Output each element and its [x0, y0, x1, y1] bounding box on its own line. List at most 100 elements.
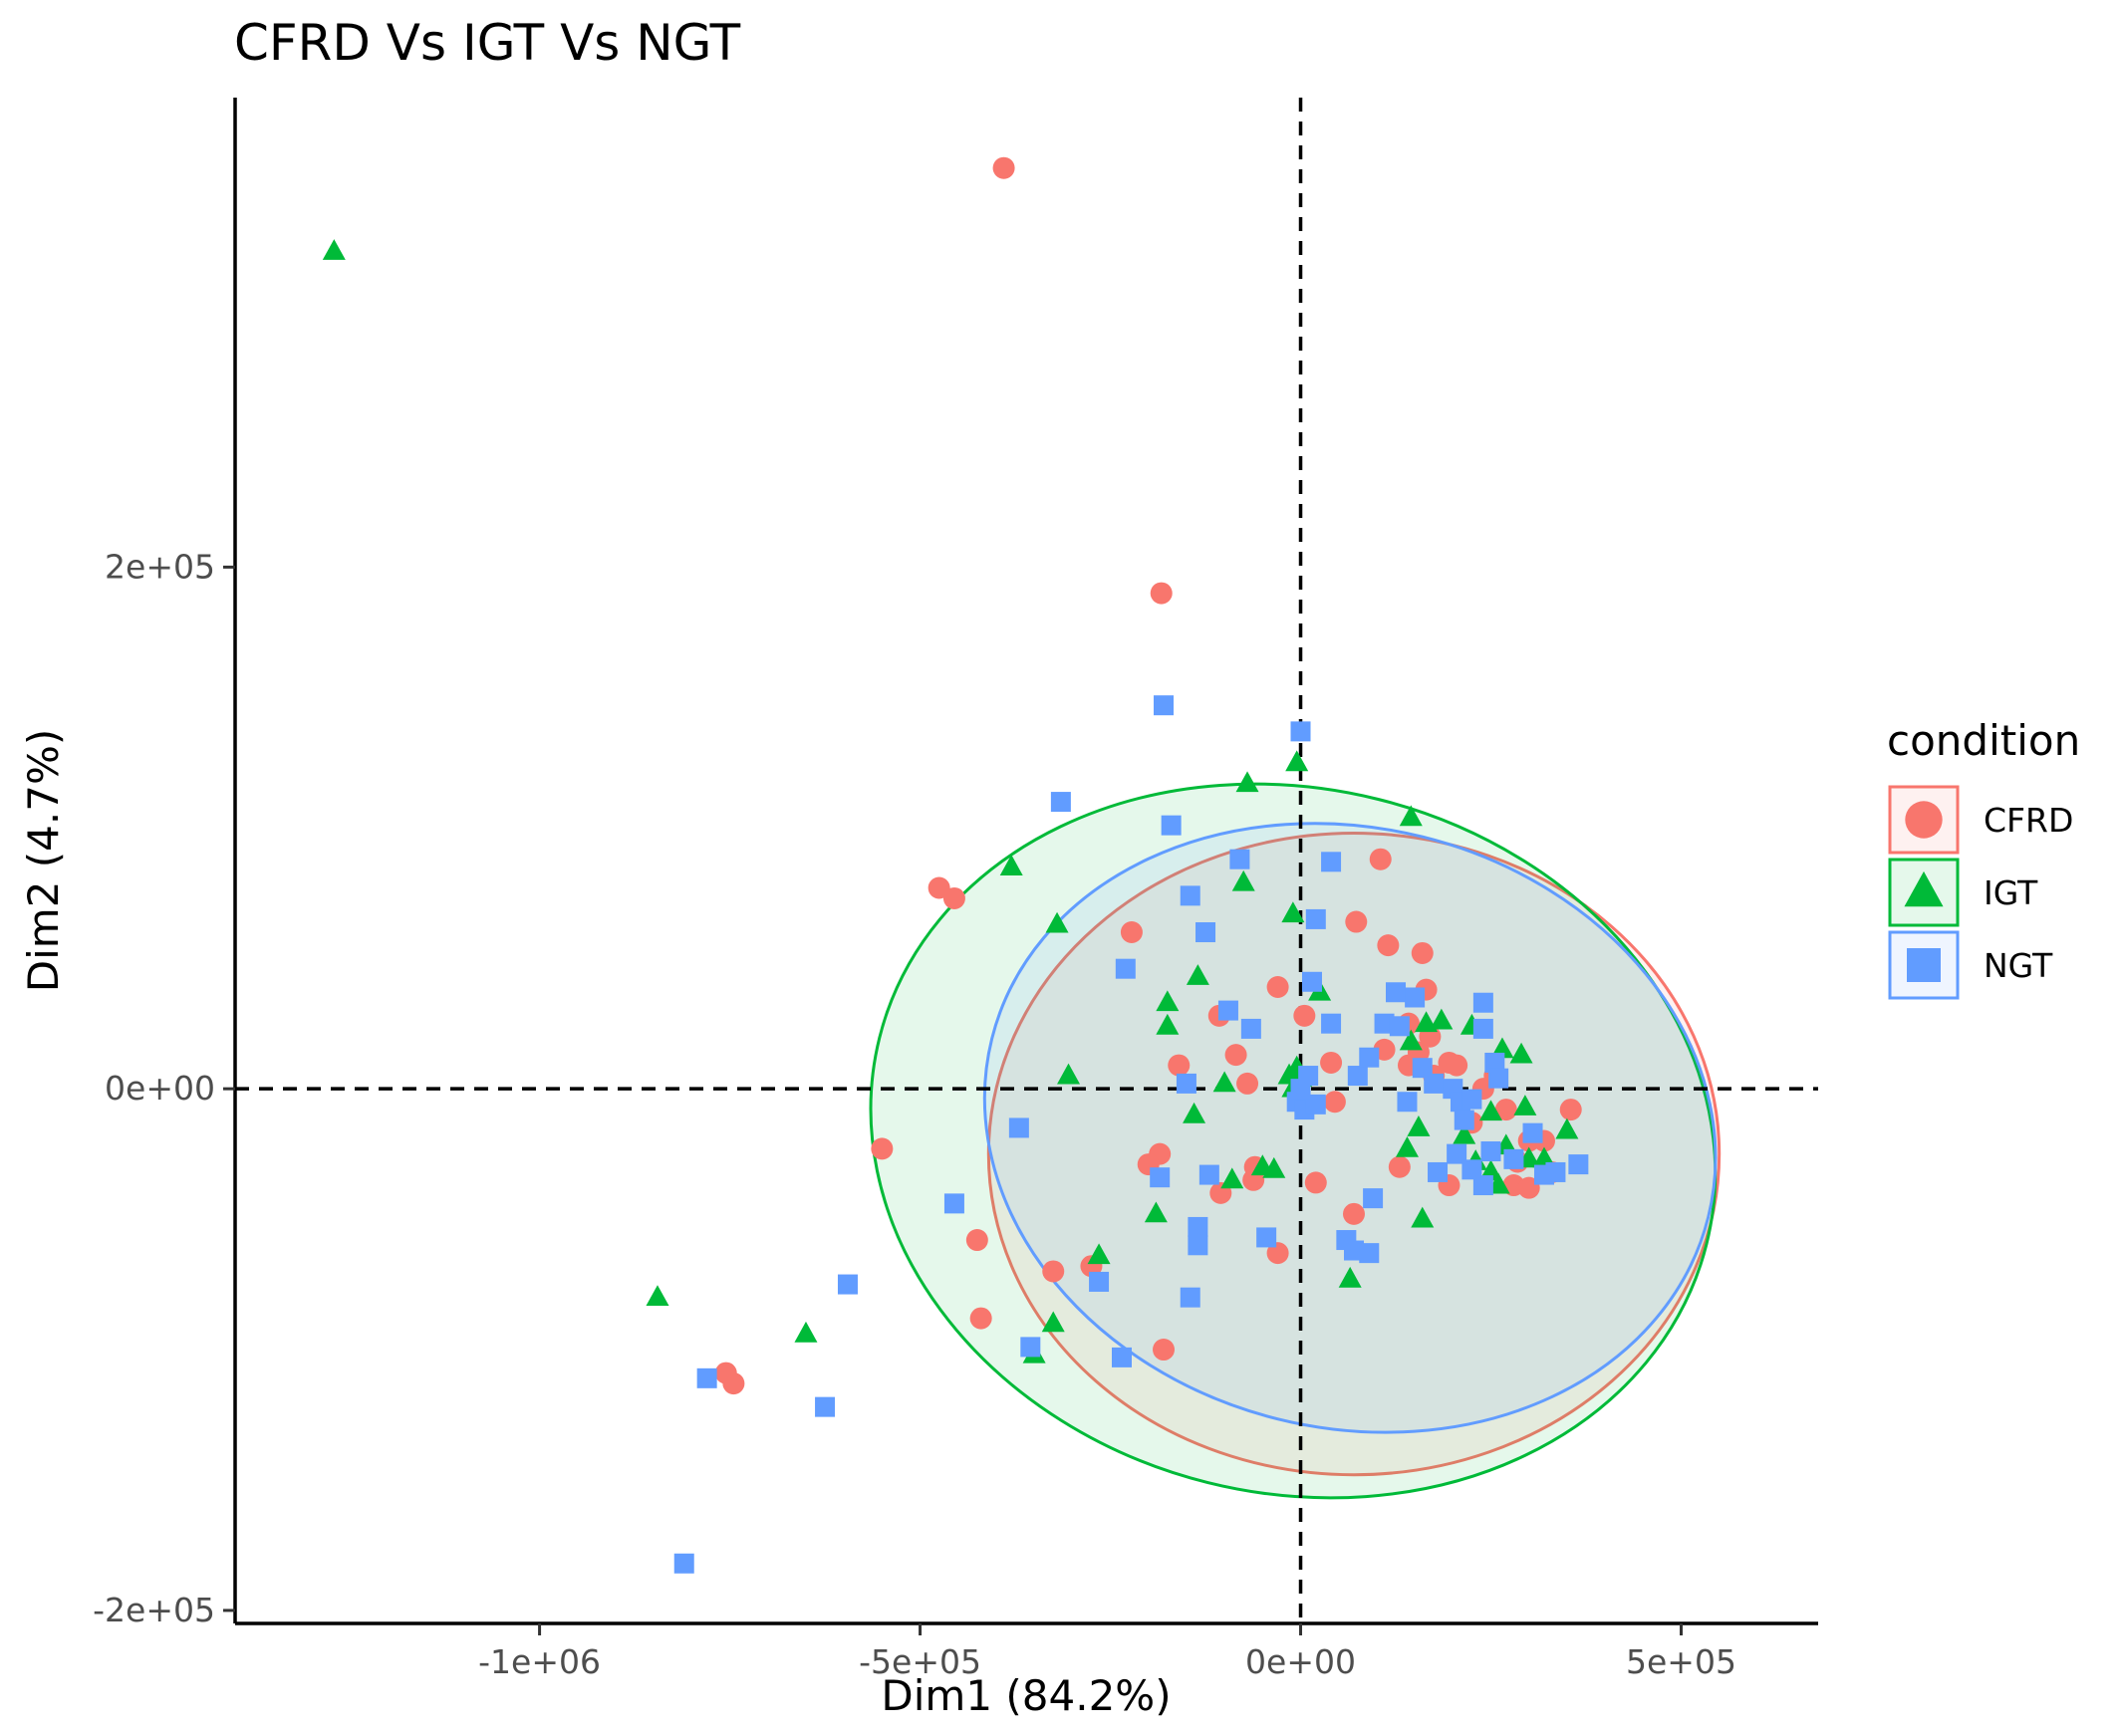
point-ngt — [1089, 1271, 1110, 1292]
point-ngt — [1217, 1000, 1238, 1021]
x-tick-label: 5e+05 — [1626, 1642, 1736, 1681]
point-igt — [1453, 1122, 1476, 1144]
point-ngt — [1461, 1159, 1482, 1180]
point-ngt — [1150, 1167, 1171, 1188]
point-ngt — [1188, 1235, 1208, 1256]
point-ngt — [1484, 1052, 1505, 1073]
y-tick-label: -2e+05 — [93, 1591, 215, 1629]
point-ngt — [1347, 1066, 1368, 1087]
point-igt — [999, 855, 1023, 875]
point-ngt — [1480, 1140, 1501, 1161]
point-igt — [1479, 1100, 1503, 1121]
point-cfrd — [1224, 1044, 1247, 1067]
point-igt — [1407, 1116, 1431, 1136]
point-ngt — [1386, 982, 1407, 1003]
point-ngt — [1161, 815, 1182, 836]
ellipse-ngt — [982, 822, 1718, 1434]
point-cfrd — [1150, 582, 1173, 605]
point-ngt — [1359, 1243, 1380, 1264]
x-axis-label: Dim1 (84.2%) — [881, 1671, 1171, 1720]
x-tick-label: -5e+05 — [859, 1642, 981, 1681]
point-ngt — [1472, 1018, 1493, 1039]
point-cfrd — [992, 156, 1015, 179]
data-points — [322, 156, 1589, 1574]
point-ngt — [1321, 852, 1342, 872]
point-igt — [1156, 1013, 1180, 1035]
legend-label-igt: IGT — [1984, 873, 2038, 912]
point-igt — [1395, 1135, 1419, 1157]
legend-symbol-igt — [1904, 870, 1944, 907]
point-cfrd — [1494, 1099, 1517, 1121]
point-igt — [1183, 1102, 1206, 1123]
point-ngt — [1195, 922, 1216, 943]
point-cfrd — [1323, 1091, 1346, 1114]
point-ngt — [1545, 1161, 1566, 1182]
legend-items: CFRD IGT NGT — [1888, 785, 2073, 1000]
point-igt — [1513, 1095, 1537, 1116]
point-cfrd — [1377, 934, 1400, 957]
point-ngt — [673, 1553, 694, 1574]
point-ngt — [1389, 1016, 1410, 1037]
point-igt — [1509, 1042, 1533, 1064]
point-igt — [1338, 1266, 1362, 1288]
point-igt — [646, 1285, 669, 1307]
point-igt — [1144, 1201, 1168, 1223]
point-ngt — [1503, 1148, 1524, 1169]
point-igt — [1399, 1029, 1423, 1051]
point-cfrd — [871, 1137, 894, 1160]
point-ngt — [1115, 958, 1136, 979]
point-cfrd — [1168, 1054, 1191, 1077]
point-cfrd — [1236, 1072, 1259, 1095]
point-igt — [1041, 1311, 1065, 1333]
point-igt — [1186, 964, 1209, 985]
legend-symbol-cfrd — [1905, 801, 1943, 839]
point-ngt — [815, 1396, 836, 1417]
point-cfrd — [1320, 1051, 1343, 1074]
point-ngt — [1198, 1164, 1219, 1185]
point-ngt — [1412, 1058, 1433, 1079]
point-cfrd — [1153, 1339, 1176, 1362]
point-ngt — [1050, 792, 1071, 813]
y-tick-label: 0e+00 — [105, 1069, 215, 1108]
point-ngt — [1522, 1122, 1543, 1143]
point-ngt — [1180, 1287, 1200, 1308]
point-igt — [1281, 901, 1305, 923]
point-ngt — [1020, 1337, 1041, 1358]
point-ngt — [1240, 1018, 1261, 1039]
point-igt — [1231, 869, 1255, 891]
point-cfrd — [1120, 921, 1143, 944]
point-cfrd — [1304, 1171, 1327, 1194]
point-igt — [1156, 990, 1180, 1012]
point-cfrd — [1293, 1004, 1316, 1027]
legend-title: condition — [1887, 716, 2080, 765]
point-ngt — [837, 1274, 858, 1295]
legend-label-cfrd: CFRD — [1984, 801, 2073, 840]
confidence-ellipses — [869, 782, 1722, 1500]
y-tick-label: 2e+05 — [105, 547, 215, 586]
point-cfrd — [942, 886, 965, 909]
point-igt — [1411, 1206, 1435, 1228]
point-ngt — [943, 1193, 964, 1214]
point-cfrd — [1559, 1099, 1582, 1121]
point-ngt — [1008, 1117, 1029, 1138]
point-igt — [1057, 1063, 1081, 1085]
point-ngt — [1428, 1161, 1449, 1182]
chart-title: CFRD Vs IGT Vs NGT — [234, 14, 741, 72]
point-cfrd — [965, 1229, 988, 1252]
point-igt — [322, 239, 346, 260]
point-ngt — [1472, 992, 1493, 1013]
point-cfrd — [1388, 1155, 1411, 1178]
point-cfrd — [1266, 1242, 1289, 1265]
point-ngt — [1229, 849, 1250, 869]
point-cfrd — [1411, 941, 1434, 964]
point-ngt — [1488, 1068, 1509, 1089]
point-ngt — [1256, 1227, 1277, 1248]
legend: condition CFRD IGT NGT — [1887, 716, 2080, 1000]
point-ngt — [1305, 1094, 1326, 1115]
point-ngt — [1301, 971, 1322, 992]
point-ngt — [1290, 721, 1311, 742]
ellipse-igt — [869, 782, 1718, 1500]
point-ngt — [1154, 695, 1175, 716]
point-cfrd — [1345, 910, 1368, 933]
